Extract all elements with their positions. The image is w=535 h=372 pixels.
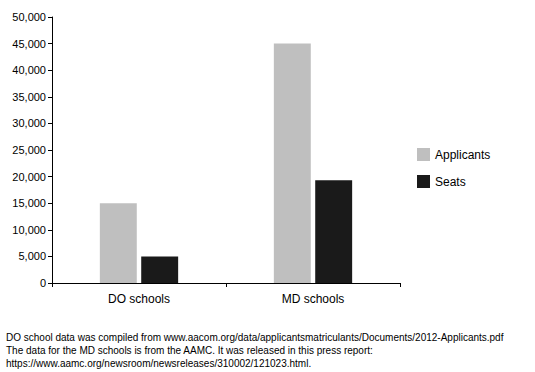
svg-text:45,000: 45,000 [12,38,46,50]
svg-text:MD schools: MD schools [282,292,345,306]
svg-text:DO school data was compiled fr: DO school data was compiled from www.aac… [6,332,504,343]
svg-text:0: 0 [40,277,46,289]
svg-text:35,000: 35,000 [12,91,46,103]
svg-text:DO schools: DO schools [108,292,170,306]
svg-text:25,000: 25,000 [12,144,46,156]
svg-text:50,000: 50,000 [12,11,46,23]
svg-text:Seats: Seats [435,175,466,189]
svg-text:The data for the MD schools is: The data for the MD schools is from the … [6,345,373,356]
svg-text:5,000: 5,000 [18,250,46,262]
svg-text:15,000: 15,000 [12,197,46,209]
svg-text:https://www.aamc.org/newsroom/: https://www.aamc.org/newsroom/newsreleas… [6,358,311,369]
svg-text:30,000: 30,000 [12,117,46,129]
svg-text:40,000: 40,000 [12,64,46,76]
svg-text:Applicants: Applicants [435,148,490,162]
svg-text:10,000: 10,000 [12,224,46,236]
svg-text:20,000: 20,000 [12,171,46,183]
